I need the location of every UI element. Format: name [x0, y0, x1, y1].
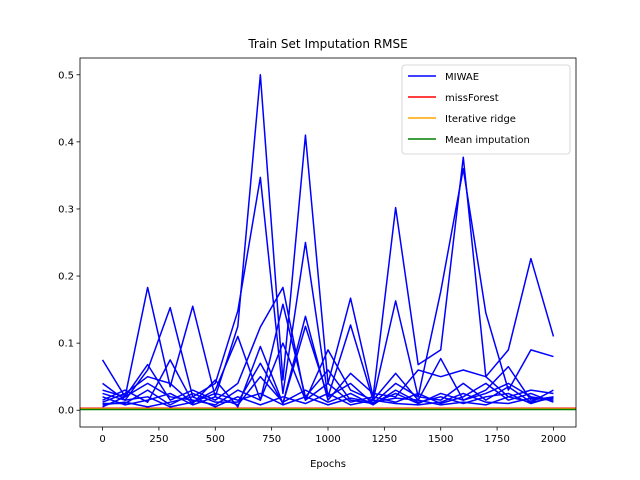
- legend-label-mean-imputation: Mean imputation: [445, 135, 530, 146]
- x-tick-label: 1750: [484, 434, 509, 445]
- y-tick-label: 0.2: [58, 272, 74, 283]
- x-tick-label: 1250: [372, 434, 397, 445]
- x-tick-label: 750: [262, 434, 281, 445]
- y-tick-label: 0.0: [58, 406, 74, 417]
- y-tick-label: 0.4: [58, 137, 74, 148]
- x-axis-label: Epochs: [310, 459, 346, 470]
- y-tick-label: 0.1: [58, 339, 74, 350]
- legend-frame: [401, 64, 571, 155]
- x-tick-label: 0: [99, 434, 105, 445]
- legend-label-iterative-ridge: Iterative ridge: [445, 114, 516, 125]
- y-axis: 0.0 0.1 0.2 0.3 0.4 0.5: [58, 70, 80, 417]
- x-tick-label: 250: [149, 434, 168, 445]
- y-tick-label: 0.5: [58, 70, 74, 81]
- legend-label-miwae: MIWAE: [445, 72, 479, 83]
- miwae-run-line-4: [102, 315, 554, 408]
- miwae-run-line-2: [102, 167, 554, 401]
- miwae-run-line-10: [102, 392, 554, 408]
- y-tick-label: 0.3: [58, 204, 74, 215]
- chart-title: Train Set Imputation RMSE: [247, 37, 407, 51]
- x-axis: 0 250 500 750 1000 1250 1500 1750 2000: [99, 427, 566, 445]
- x-tick-label: 1000: [315, 434, 340, 445]
- legend-label-missforest: missForest: [445, 93, 499, 104]
- miwae-run-line-5: [102, 303, 554, 405]
- x-tick-label: 1500: [428, 434, 453, 445]
- series-lines: [80, 74, 576, 411]
- legend: MIWAE missForest Iterative ridge Mean imput…: [401, 64, 571, 155]
- x-tick-label: 2000: [541, 434, 566, 445]
- x-tick-label: 500: [206, 434, 225, 445]
- miwae-run-line-9: [102, 392, 554, 408]
